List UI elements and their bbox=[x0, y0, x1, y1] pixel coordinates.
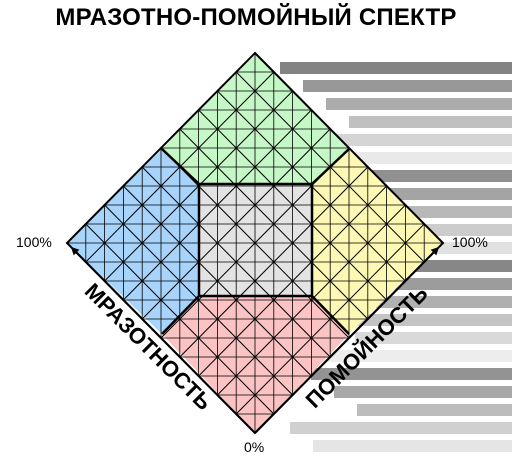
decorative-stripe bbox=[290, 422, 512, 434]
region-center bbox=[199, 184, 312, 296]
diagram-title: МРАЗОТНО-ПОМОЙНЫЙ СПЕКТР bbox=[55, 4, 457, 31]
decorative-stripe bbox=[288, 350, 512, 362]
decorative-stripe bbox=[334, 386, 512, 398]
decorative-stripe bbox=[326, 98, 512, 110]
decorative-stripe bbox=[311, 368, 512, 380]
left-axis-arrow bbox=[70, 246, 256, 434]
right-axis-arrow bbox=[254, 246, 440, 434]
origin-label: 0% bbox=[244, 439, 264, 455]
region-top bbox=[162, 53, 349, 184]
region-left bbox=[67, 149, 199, 334]
left-axis-max-label: 100% bbox=[16, 234, 52, 250]
decorative-stripe bbox=[332, 314, 512, 326]
region-right bbox=[312, 149, 443, 334]
decorative-stripe bbox=[313, 440, 512, 452]
decorative-stripe bbox=[303, 80, 512, 92]
right-axis-max-label: 100% bbox=[452, 234, 488, 250]
decorative-stripe bbox=[349, 116, 512, 128]
decorative-stripe bbox=[355, 332, 512, 344]
decorative-stripe bbox=[357, 404, 512, 416]
region-bottom bbox=[162, 296, 349, 433]
decorative-stripe bbox=[280, 62, 512, 74]
